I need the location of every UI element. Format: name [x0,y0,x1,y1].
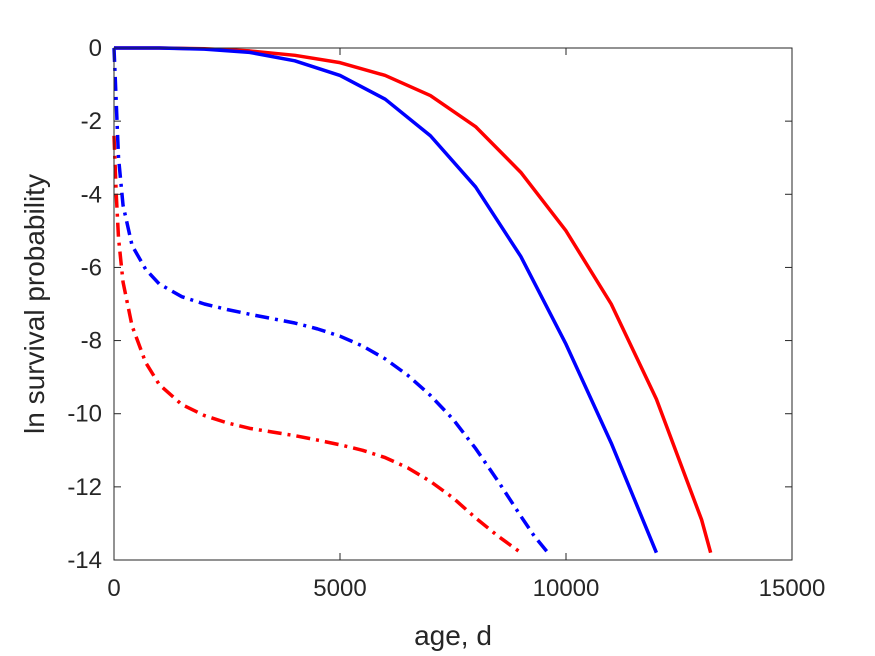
series-line-2 [112,47,550,554]
y-tick-label: -4 [81,181,102,208]
tick-layer: 0 5000 10000 15000 0 -2 -4 -6 -8 -10 -12 -14 [67,35,825,602]
y-tick-label: -10 [67,401,102,428]
series-layer [112,46,713,555]
series-line-3 [112,135,522,555]
y-tick-label: 0 [89,35,102,62]
x-axis-label: age, d [414,620,492,651]
y-axis-label: ln survival probability [19,174,50,434]
y-tick-label: -12 [67,474,102,501]
y-tick-label: -2 [81,108,102,135]
x-tick-label: 0 [107,575,120,602]
series-line-0 [114,46,713,554]
x-tick-label: 5000 [313,575,366,602]
y-tick-label: -8 [81,328,102,355]
y-tick-label: -14 [67,547,102,574]
plot-area-frame [113,47,793,561]
y-tick-label: -6 [81,254,102,281]
series-line-1 [114,46,659,554]
x-tick-label: 15000 [759,575,826,602]
x-tick-label: 10000 [533,575,600,602]
